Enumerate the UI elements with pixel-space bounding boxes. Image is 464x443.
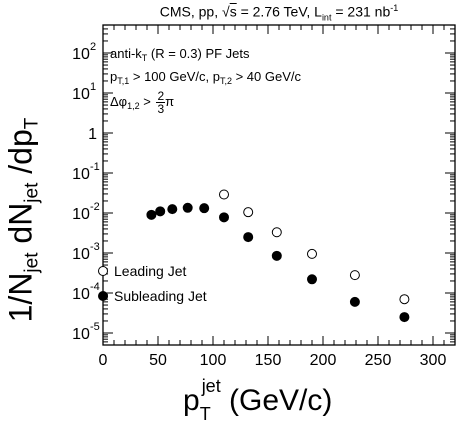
annot-text: (R = 0.3) PF Jets [147, 46, 250, 61]
data-points [146, 189, 410, 323]
x-tick-label: 50 [149, 352, 167, 369]
annot-text: p [110, 69, 118, 84]
y-tick-label-base: 0 [81, 286, 90, 303]
y-tick-label: 1 [72, 326, 81, 343]
frac-numerator: 2 [156, 89, 166, 103]
subleading-jet-point [167, 204, 178, 215]
y-tick-label-base: 0 [81, 246, 90, 263]
leading-jet-point [399, 294, 410, 305]
legend-subleading: Subleading Jet [114, 288, 207, 304]
y-tick-label-exp: -5 [90, 321, 100, 333]
header-lumi-sup: -1 [390, 3, 399, 13]
annot-sub: 1,2 [127, 100, 140, 111]
legend-marker-filled-circle [98, 291, 108, 301]
header-pre: CMS, pp, [159, 3, 222, 20]
leading-jet-point [271, 227, 282, 238]
subleading-jet-point [219, 212, 229, 223]
ylabel-part: dN [2, 202, 39, 253]
ylabel-part: /dp [2, 129, 39, 183]
legend-leading: Leading Jet [114, 263, 187, 279]
leading-jet-point [349, 270, 360, 281]
annot-sub: T,1 [117, 76, 130, 86]
y-tick-label-base: 0 [81, 326, 90, 343]
header-lumi-sub: int [321, 12, 332, 23]
y-axis-ticks: 1 0 21 0 111 0 -11 0 -21 0 -31 0 -41 0 -5 [72, 24, 455, 343]
annot-text: > 40 GeV/c [231, 69, 301, 84]
ylabel-sub: jet [21, 252, 43, 273]
annot-pi: π [165, 93, 175, 109]
legend-marker-open-circle [98, 266, 108, 276]
leading-jet-point [243, 207, 254, 218]
x-axis-label: pTjet (GeV/c) [183, 377, 333, 423]
xlabel-p: p [183, 384, 200, 417]
y-tick-label-base: 0 [81, 46, 90, 63]
ylabel-sub: jet [21, 182, 43, 203]
frac-denominator: 3 [157, 102, 165, 116]
y-tick-label-base: 0 [81, 166, 90, 183]
subleading-jet-point [146, 209, 157, 220]
x-tick-label: 250 [365, 352, 392, 369]
leading-jet-point [307, 248, 317, 259]
x-tick-label: 150 [255, 352, 282, 369]
y-tick-label-exp: -1 [90, 161, 100, 173]
subleading-jet-point [307, 274, 317, 285]
annot-text: Δφ [110, 93, 128, 109]
xlabel-sub: T [199, 404, 211, 424]
subleading-jet-point [271, 250, 282, 261]
y-tick-label-base: 0 [81, 206, 90, 223]
header-s: s [229, 3, 237, 20]
x-tick-label: 0 [99, 352, 108, 369]
leading-jet-point [219, 189, 229, 200]
y-tick-label-base: 0 [81, 86, 90, 103]
subleading-jet-point [182, 202, 193, 213]
y-tick-label-exp: -2 [90, 201, 100, 213]
x-tick-label: 100 [200, 352, 227, 369]
subleading-jet-point [399, 312, 410, 323]
chart-header: CMS, pp, √s = 2.76 TeV, Lint = 231 nb-1 [103, 3, 455, 22]
ylabel-part: 1/N [2, 272, 39, 323]
y-tick-label-exp: 2 [90, 41, 96, 53]
annotation-jet-algorithm: anti-kT (R = 0.3) PF Jets [110, 47, 250, 63]
subleading-jet-point [155, 206, 166, 217]
annot-sub: T [141, 53, 148, 63]
y-tick-label-exp: -3 [90, 241, 100, 253]
y-tick-label: 1 [72, 86, 81, 103]
y-tick-label: 1 [88, 126, 97, 143]
y-tick-label: 1 [72, 286, 81, 303]
xlabel-unit: (GeV/c) [220, 384, 333, 417]
annot-text: > 100 GeV/c, p [129, 69, 220, 84]
y-tick-label: 1 [72, 206, 81, 223]
xlabel-sup: jet [201, 376, 221, 396]
header-lumi-val: = 231 nb [331, 3, 391, 20]
y-tick-label: 1 [72, 166, 81, 183]
x-tick-label: 300 [420, 352, 447, 369]
y-axis-label: 1/Njet dNjet /dpT [2, 117, 43, 323]
y-tick-label: 1 [72, 246, 81, 263]
header-energy: = 2.76 TeV, L [236, 3, 322, 20]
sqrt-symbol: √ [222, 3, 230, 20]
x-axis-ticks: 0 50 100 150 200 250 300 [99, 25, 456, 369]
subleading-jet-point [199, 203, 210, 214]
legend-markers [98, 266, 108, 301]
subleading-jet-point [243, 232, 254, 243]
subleading-jet-point [349, 296, 360, 307]
annot-text: anti-k [110, 46, 142, 61]
annot-text: > [139, 93, 155, 109]
y-tick-label-exp: -4 [90, 281, 100, 293]
x-tick-label: 200 [310, 352, 337, 369]
annot-sub: T,2 [219, 76, 232, 86]
y-tick-label: 1 [72, 46, 81, 63]
ylabel-sub: T [21, 117, 43, 130]
y-tick-label-exp: 1 [90, 81, 96, 93]
annotation-pt-cuts: pT,1 > 100 GeV/c, pT,2 > 40 GeV/c [110, 70, 301, 86]
